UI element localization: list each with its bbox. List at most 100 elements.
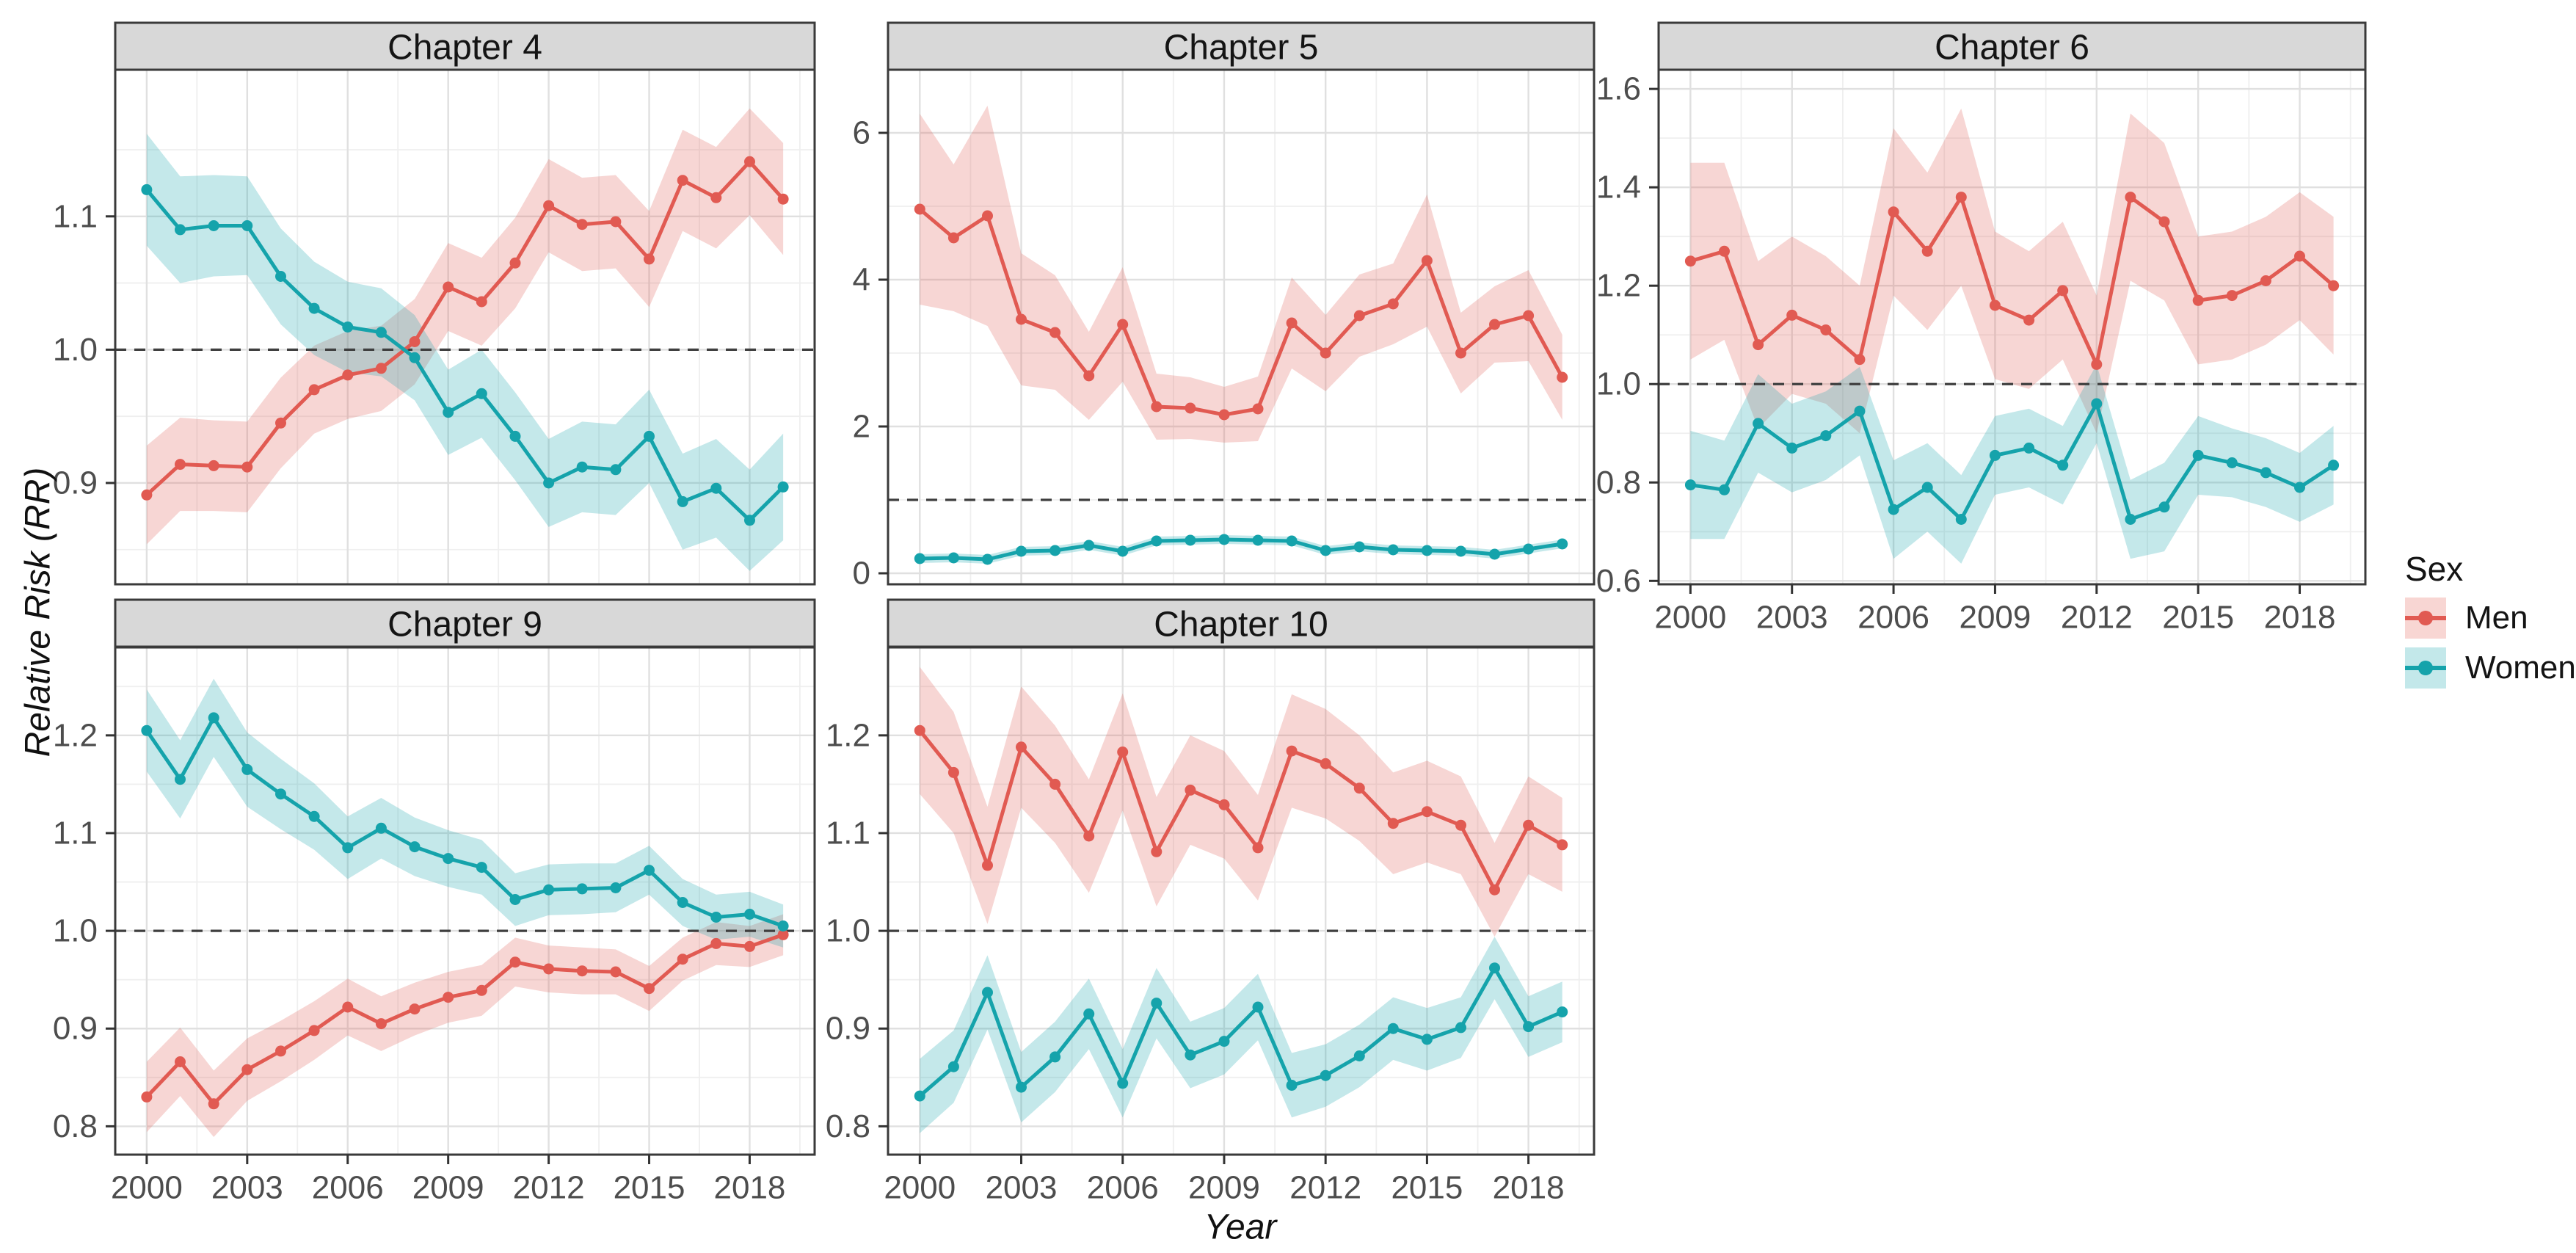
x-tick-label: 2000 — [111, 1170, 183, 1206]
grid-minor — [115, 70, 815, 584]
men-line — [917, 728, 1565, 892]
men-points — [141, 156, 789, 501]
facet-strip — [887, 598, 1596, 648]
facet-title: Chapter 5 — [1164, 29, 1319, 68]
men-ci-ribbon — [920, 667, 1562, 937]
facet-chapter-4: Chapter 4 0.9 1.0 1.1 — [53, 21, 816, 586]
legend-item-men: Men — [2405, 597, 2576, 639]
y-tick-label: 1.0 — [53, 332, 98, 368]
legend-label-women: Women — [2465, 650, 2576, 686]
facet-strip — [1657, 21, 2367, 71]
y-tick-label: 0 — [853, 556, 870, 592]
x-tick-label: 2009 — [1959, 600, 2031, 636]
y-axis-title: Relative Risk (RR) — [18, 467, 58, 758]
y-tick-label: 0.8 — [826, 1108, 870, 1144]
x-tick-label: 2018 — [714, 1170, 786, 1206]
x-tick-label: 2012 — [2061, 600, 2133, 636]
women-line — [917, 537, 1565, 562]
legend-item-women: Women — [2405, 647, 2576, 689]
y-axis: 0.8 0.9 1.0 1.1 1.2 — [826, 717, 888, 1144]
y-tick-label: 0.8 — [53, 1108, 98, 1144]
facet-strip — [887, 21, 1596, 71]
x-axis: 2000 2003 2006 2009 2012 2015 2018 — [111, 1155, 785, 1206]
men-ci-ribbon — [920, 106, 1562, 443]
women-line — [917, 966, 1565, 1098]
x-tick-label: 2000 — [1654, 600, 1726, 636]
y-tick-label: 0.9 — [826, 1011, 870, 1047]
y-axis: 0.9 1.0 1.1 — [53, 198, 115, 501]
y-tick-label: 1.4 — [1596, 170, 1641, 206]
x-tick-label: 2015 — [614, 1170, 685, 1206]
y-tick-label: 0.9 — [53, 465, 98, 501]
y-tick-label: 1.1 — [826, 815, 870, 851]
y-tick-label: 2 — [853, 409, 870, 445]
women-line — [145, 716, 785, 928]
grid-minor — [1659, 70, 2365, 584]
women-series-key-icon — [2405, 647, 2446, 689]
women-ci-ribbon — [920, 937, 1562, 1133]
women-ci-ribbon — [1690, 364, 2334, 564]
men-series-key-icon — [2405, 598, 2446, 639]
y-axis: 0.6 0.8 1.0 1.2 1.4 1.6 — [1596, 71, 1659, 599]
men-ci-ribbon — [146, 914, 784, 1137]
x-tick-label: 2003 — [1756, 600, 1828, 636]
y-tick-label: 1.2 — [826, 717, 870, 753]
facet-chapter-9: Chapter 9 0.8 0.9 1.0 1.1 1.2 2000 2003 2006 2009… — [53, 598, 816, 1206]
panel-background — [115, 70, 815, 584]
men-points — [914, 724, 1568, 896]
panel-background — [115, 647, 815, 1155]
facet-title: Chapter 4 — [388, 29, 542, 68]
men-line — [1688, 195, 2336, 366]
men-line — [145, 159, 785, 497]
y-tick-label: 1.2 — [1596, 268, 1641, 304]
facet-title: Chapter 6 — [1935, 29, 2089, 68]
women-points — [1684, 398, 2340, 525]
x-tick-label: 2015 — [1391, 1170, 1463, 1206]
facet-strip — [114, 21, 816, 71]
y-axis: 0 2 4 6 — [853, 115, 888, 592]
grid-major — [888, 647, 1594, 1155]
x-tick-label: 2012 — [1289, 1170, 1361, 1206]
x-tick-label: 2006 — [1858, 600, 1929, 636]
ci-ribbons — [146, 678, 784, 1137]
women-points — [141, 712, 789, 931]
grid-minor — [888, 70, 1594, 584]
facet-title: Chapter 10 — [1154, 606, 1328, 644]
y-tick-label: 1.0 — [826, 913, 870, 949]
men-line — [917, 207, 1565, 417]
women-points — [914, 534, 1568, 565]
women-ci-ribbon — [146, 678, 784, 948]
x-tick-label: 2018 — [1493, 1170, 1565, 1206]
y-tick-label: 4 — [853, 262, 870, 298]
x-tick-label: 2003 — [211, 1170, 283, 1206]
men-ci-ribbon — [146, 108, 784, 545]
y-tick-label: 1.2 — [53, 717, 98, 753]
y-axis: 0.8 0.9 1.0 1.1 1.2 — [53, 717, 115, 1144]
y-tick-label: 1.1 — [53, 815, 98, 851]
x-tick-label: 2012 — [513, 1170, 585, 1206]
legend-label-men: Men — [2465, 600, 2528, 636]
y-tick-label: 1.0 — [1596, 366, 1641, 402]
legend-title: Sex — [2405, 550, 2464, 588]
y-tick-label: 1.6 — [1596, 71, 1641, 107]
y-tick-label: 1.1 — [53, 198, 98, 234]
x-tick-label: 2003 — [986, 1170, 1058, 1206]
x-tick-label: 2000 — [884, 1170, 956, 1206]
women-points — [914, 962, 1568, 1102]
men-points — [141, 929, 789, 1110]
x-axis: 2000 2003 2006 2009 2012 2015 2018 — [1654, 584, 2335, 636]
grid-minor — [888, 647, 1594, 1155]
women-points — [141, 184, 789, 526]
y-tick-label: 6 — [853, 115, 870, 151]
legend: Sex Men Women — [2405, 549, 2576, 689]
y-tick-label: 0.6 — [1596, 563, 1641, 599]
x-tick-label: 2006 — [312, 1170, 384, 1206]
grid-minor — [115, 647, 815, 1155]
women-line — [145, 187, 785, 523]
men-line — [145, 932, 785, 1106]
y-tick-label: 1.0 — [53, 913, 98, 949]
x-axis-title: Year — [1204, 1207, 1277, 1247]
